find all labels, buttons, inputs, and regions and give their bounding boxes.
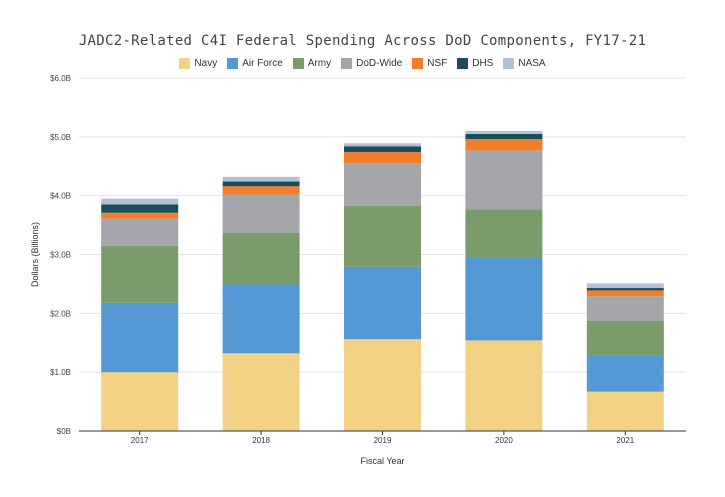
bar-segment-dhs-2019 xyxy=(344,146,421,153)
bar-segment-nasa-2018 xyxy=(222,176,300,182)
bar-segment-air-force-2017 xyxy=(101,302,179,373)
bar-segment-army-2017 xyxy=(101,245,179,303)
bar-segment-dhs-2018 xyxy=(222,181,300,187)
bar-segment-nasa-2021 xyxy=(586,283,664,289)
bar-segment-nsf-2019 xyxy=(344,152,421,164)
bar-segment-dhs-2017 xyxy=(101,204,179,213)
legend-swatch xyxy=(503,58,515,69)
legend-item-navy[interactable]: Navy xyxy=(179,58,217,69)
x-tick-label: 2021 xyxy=(616,436,634,445)
bar-segment-navy-2021 xyxy=(586,391,664,431)
bar-segment-nasa-2017 xyxy=(101,198,179,205)
legend-item-dod-wide[interactable]: DoD-Wide xyxy=(341,58,402,69)
bar-segment-dhs-2020 xyxy=(465,133,543,140)
legend-swatch xyxy=(412,58,424,69)
y-tick-label: $6.0B xyxy=(50,74,71,83)
legend-label: NASA xyxy=(518,58,546,69)
bar-segment-nasa-2019 xyxy=(344,143,421,147)
bar-segment-navy-2019 xyxy=(344,339,421,431)
bar-segment-navy-2017 xyxy=(101,372,179,431)
bar-segment-dod-wide-2021 xyxy=(586,296,664,321)
bar-segment-air-force-2018 xyxy=(222,284,300,354)
legend-item-nsf[interactable]: NSF xyxy=(412,58,447,69)
x-tick-label: 2019 xyxy=(374,436,392,445)
x-axis-title: Fiscal Year xyxy=(360,456,404,466)
legend-item-air-force[interactable]: Air Force xyxy=(227,58,283,69)
legend-swatch xyxy=(341,58,353,69)
bar-segment-air-force-2019 xyxy=(344,266,421,340)
legend-swatch xyxy=(179,58,191,69)
y-axis-title: Dollars (Billions) xyxy=(30,222,40,287)
bar-segment-navy-2020 xyxy=(465,340,543,431)
bar-segment-army-2021 xyxy=(586,320,664,356)
legend-swatch xyxy=(457,58,469,69)
legend-swatch xyxy=(227,58,239,69)
bar-segment-army-2018 xyxy=(222,232,300,285)
y-tick-label: $0B xyxy=(57,427,71,436)
legend-label: NSF xyxy=(427,58,448,69)
y-tick-label: $3.0B xyxy=(50,251,71,260)
bar-segment-nsf-2020 xyxy=(465,139,543,151)
y-tick-label: $2.0B xyxy=(50,309,71,318)
legend-label: Army xyxy=(307,58,332,69)
x-tick-label: 2018 xyxy=(252,436,270,445)
legend-label: DHS xyxy=(472,58,494,69)
bar-segment-dod-wide-2017 xyxy=(101,218,179,246)
legend: Navy Air Force Army DoD-Wide NSF DHS NASA xyxy=(0,58,725,69)
bar-segment-nsf-2017 xyxy=(101,212,179,219)
legend-item-army[interactable]: Army xyxy=(292,58,332,69)
legend-swatch xyxy=(292,58,304,69)
legend-label: Navy xyxy=(194,58,218,69)
bar-segment-army-2019 xyxy=(344,205,421,267)
legend-item-nasa[interactable]: NASA xyxy=(503,58,546,69)
y-tick-label: $1.0B xyxy=(50,368,71,377)
bar-segment-dhs-2021 xyxy=(586,288,664,291)
bar-segment-nsf-2021 xyxy=(586,290,664,297)
legend-item-dhs[interactable]: DHS xyxy=(457,58,493,69)
legend-label: DoD-Wide xyxy=(356,58,403,69)
bar-segment-dod-wide-2018 xyxy=(222,194,300,233)
bar-segment-nsf-2018 xyxy=(222,186,300,195)
bar-segment-navy-2018 xyxy=(222,353,300,431)
bar-segment-army-2020 xyxy=(465,209,543,258)
legend-label: Air Force xyxy=(242,58,283,69)
chart-title: JADC2-Related C4I Federal Spending Acros… xyxy=(78,33,647,49)
y-tick-label: $5.0B xyxy=(50,133,71,142)
x-tick-label: 2020 xyxy=(495,436,513,445)
bar-segment-nasa-2020 xyxy=(465,130,543,134)
bar-segment-dod-wide-2019 xyxy=(344,163,421,206)
bar-segment-air-force-2020 xyxy=(465,257,543,341)
y-tick-label: $4.0B xyxy=(50,192,71,201)
x-tick-label: 2017 xyxy=(131,436,149,445)
bar-segment-dod-wide-2020 xyxy=(465,150,543,210)
bar-segment-air-force-2021 xyxy=(586,355,664,392)
